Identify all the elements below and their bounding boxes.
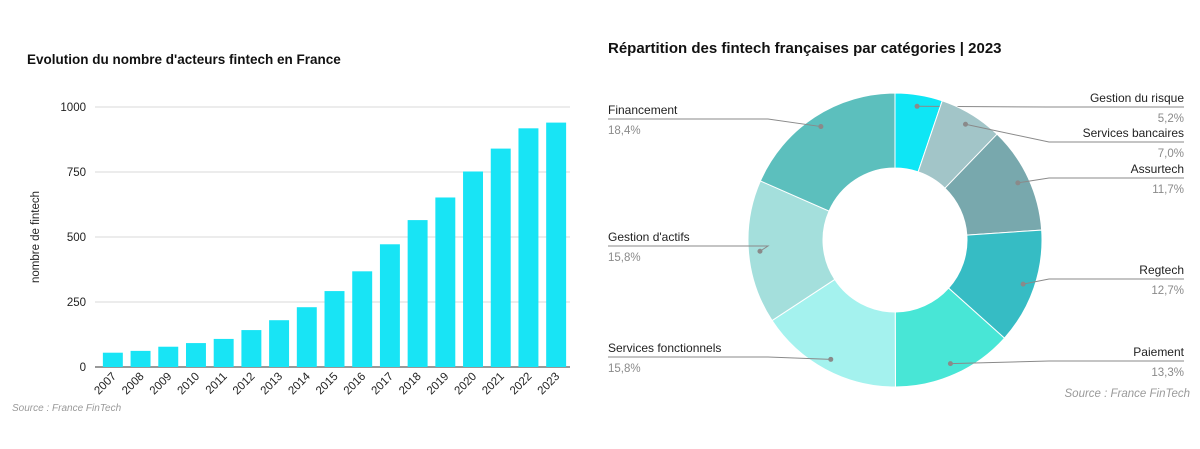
leader-line (1023, 278, 1184, 285)
bar (185, 343, 206, 367)
y-axis-label: nombre de fintech (30, 191, 42, 283)
bar (352, 271, 373, 367)
slice-label: Services bancaires (1083, 126, 1184, 140)
bar (518, 128, 539, 367)
donut-chart-source: Source : France FinTech (1064, 388, 1191, 400)
bar-chart-source: Source : France FinTech (12, 403, 122, 414)
bar (546, 122, 567, 367)
slice-label: Assurtech (1131, 162, 1184, 176)
slice-label: Services fonctionnels (608, 341, 721, 355)
bar (490, 148, 511, 367)
y-tick-label: 0 (80, 362, 86, 374)
bar (379, 244, 400, 367)
bar (241, 330, 262, 367)
leader-line (1017, 177, 1184, 184)
leader-line (608, 356, 831, 360)
leader-line (965, 123, 1184, 143)
bar (435, 197, 456, 367)
slice-label: Gestion d'actifs (608, 230, 690, 244)
bar (158, 346, 179, 367)
slice-value: 12,7% (1151, 285, 1184, 297)
slice-value: 5,2% (1158, 113, 1184, 125)
slice-label: Financement (608, 103, 678, 117)
slice-value: 15,8% (608, 252, 641, 264)
bar (407, 220, 428, 367)
slice-value: 13,3% (1151, 367, 1184, 379)
y-tick-label: 500 (67, 232, 86, 244)
leader-line (608, 118, 821, 128)
leader-line (608, 245, 770, 252)
slice-value: 11,7% (1152, 184, 1184, 196)
y-tick-label: 1000 (60, 102, 86, 114)
bar (269, 320, 290, 367)
slice-value: 18,4% (608, 125, 641, 137)
bar (130, 350, 151, 367)
slice-value: 15,8% (608, 363, 641, 375)
bar-chart-title: Evolution du nombre d'acteurs fintech en… (27, 52, 341, 67)
bar (213, 338, 234, 367)
slice-label: Regtech (1139, 263, 1184, 277)
bar (102, 352, 123, 367)
donut-slice (759, 92, 896, 212)
slice-label: Gestion du risque (1090, 91, 1184, 105)
bar (324, 291, 345, 367)
bar (463, 171, 484, 367)
donut-chart-title: Répartition des fintech françaises par c… (608, 40, 1002, 57)
slice-value: 7,0% (1158, 148, 1184, 160)
slice-label: Paiement (1133, 345, 1184, 359)
leader-line (917, 105, 1184, 108)
bar (296, 307, 317, 367)
y-tick-label: 750 (67, 167, 86, 179)
leader-line (950, 360, 1184, 365)
y-tick-label: 250 (67, 297, 86, 309)
